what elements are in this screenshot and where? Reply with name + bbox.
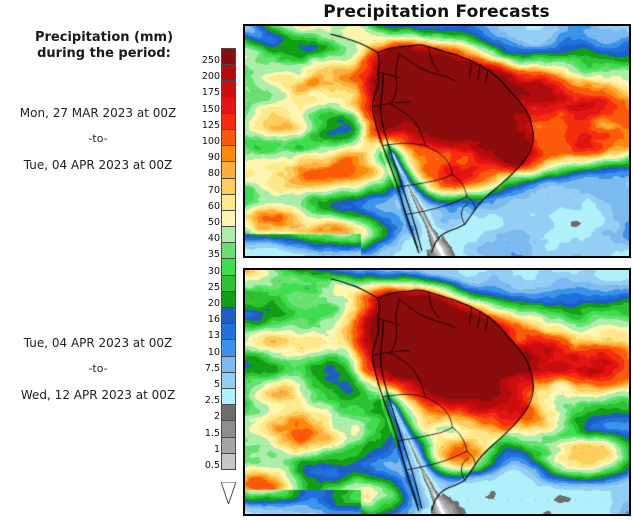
colorbar-tick-label: 13	[207, 330, 220, 342]
colorbar-cell	[221, 258, 236, 275]
precipitation-heatmap-top	[245, 26, 629, 256]
colorbar-tick-label: 100	[201, 136, 220, 147]
colorbar-cell	[221, 290, 236, 307]
colorbar-cell	[221, 161, 236, 178]
colorbar-tick-label: 1	[213, 443, 220, 455]
precipitation-heatmap-bottom	[245, 270, 629, 514]
colorbar-cell	[221, 96, 236, 113]
colorbar-tick-label: 50	[207, 217, 220, 228]
colorbar-tick-label: 40	[207, 233, 220, 245]
colorbar-cell	[221, 274, 236, 291]
colorbar-cell	[221, 355, 236, 372]
colorbar-cell	[221, 420, 236, 437]
colorbar-tick-label: 16	[207, 314, 220, 326]
colorbar-cell	[221, 323, 236, 340]
colorbar-strip	[221, 48, 236, 470]
colorbar-cell	[221, 452, 236, 469]
colorbar-tick-labels: 250 200 175 150 125 100 90 80 70 60 50 40 35 30 25 20 16…	[196, 48, 220, 514]
page-title: Precipitation Forecasts	[323, 2, 550, 22]
colorbar-cell	[221, 177, 236, 194]
colorbar-cell	[221, 371, 236, 388]
colorbar-tick-label: 7.5	[204, 362, 220, 374]
period-top-start: Mon, 27 MAR 2023 at 00Z	[19, 106, 177, 120]
colorbar-cell	[221, 193, 236, 210]
legend-heading-line2: during the period:	[37, 46, 171, 61]
period-bottom-start: Tue, 04 APR 2023 at 00Z	[23, 336, 173, 350]
colorbar-cell	[221, 226, 236, 243]
colorbar: 250 200 175 150 125 100 90 80 70 60 50 40 35 30 25 20 16…	[196, 48, 240, 514]
colorbar-tick-label: 125	[201, 119, 220, 131]
colorbar-cell	[221, 48, 236, 65]
legend-heading-line1: Precipitation (mm)	[34, 30, 174, 45]
period-top-separator: -to-	[88, 132, 108, 145]
period-label-top: Mon, 27 MAR 2023 at 00Z -to- Tue, 04 APR…	[0, 100, 196, 178]
colorbar-cell	[221, 242, 236, 259]
colorbar-tick-label: 35	[207, 249, 220, 261]
colorbar-cell	[221, 387, 236, 405]
colorbar-tick-label: 1.5	[204, 427, 220, 439]
colorbar-cell	[221, 64, 236, 81]
colorbar-cell	[221, 80, 236, 97]
colorbar-extend-min-arrow-icon	[221, 482, 236, 505]
colorbar-tick-label: 200	[201, 71, 220, 83]
colorbar-tick-label: 60	[207, 200, 220, 212]
period-top-end: Tue, 04 APR 2023 at 00Z	[23, 158, 173, 172]
period-label-bottom: Tue, 04 APR 2023 at 00Z -to- Wed, 12 APR…	[0, 330, 196, 408]
colorbar-tick-label: 5	[213, 379, 220, 390]
colorbar-cell	[221, 209, 236, 227]
colorbar-tick-label: 80	[207, 168, 220, 180]
precipitation-map-panel-top[interactable]	[243, 24, 631, 258]
colorbar-cell	[221, 404, 236, 421]
colorbar-cell	[221, 339, 236, 356]
colorbar-tick-label: 20	[207, 298, 220, 309]
colorbar-cell	[221, 307, 236, 324]
colorbar-cell	[221, 128, 236, 146]
colorbar-tick-label: 10	[207, 346, 220, 358]
colorbar-tick-label: 0.5	[204, 460, 220, 471]
period-bottom-separator: -to-	[88, 362, 108, 375]
colorbar-tick-label: 90	[207, 152, 220, 164]
period-bottom-end: Wed, 12 APR 2023 at 00Z	[20, 388, 176, 402]
colorbar-tick-label: 175	[201, 87, 220, 99]
legend-heading: Precipitation (mm) during the period:	[6, 30, 202, 62]
colorbar-tick-label: 250	[201, 55, 220, 66]
colorbar-tick-label: 2.5	[204, 395, 220, 407]
precipitation-map-panel-bottom[interactable]	[243, 268, 631, 516]
colorbar-tick-label: 150	[201, 103, 220, 115]
colorbar-tick-label: 25	[207, 281, 220, 293]
colorbar-tick-label: 2	[213, 411, 220, 423]
colorbar-tick-label: 70	[207, 184, 220, 196]
colorbar-cell	[221, 145, 236, 162]
colorbar-tick-label: 30	[207, 265, 220, 277]
colorbar-cell	[221, 436, 236, 453]
colorbar-cell	[221, 112, 236, 129]
